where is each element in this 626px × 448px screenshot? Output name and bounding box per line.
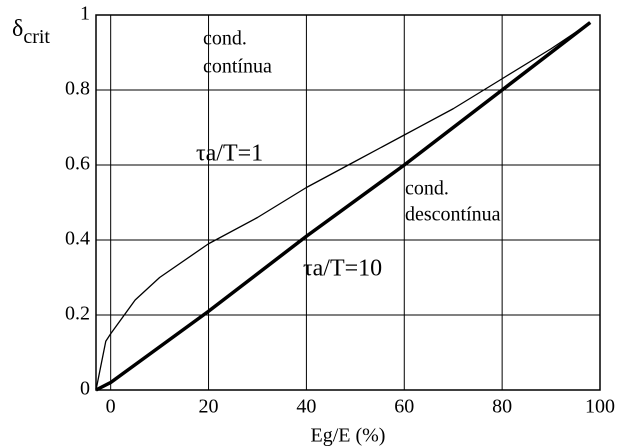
x-tick-label: 80 [492,396,512,418]
y-tick-label: 0.6 [65,153,90,175]
x-axis-label: Eg/E (%) [311,425,386,447]
series-label: τa/T=10 [303,256,382,282]
y-tick-label: 0 [80,378,90,400]
line-series [95,21,592,392]
annotation: cond. [405,178,449,200]
y-axis-label: δcrit [12,16,50,48]
x-tick-label: 60 [394,396,414,418]
line-series [95,21,591,391]
x-tick-label: 100 [585,396,615,418]
x-tick-label: 40 [296,396,316,418]
plot-frame [95,14,601,391]
y-tick-label: 0.4 [65,228,90,250]
annotation: cond. [203,28,247,50]
y-tick-label: 0.2 [65,303,90,325]
annotation: contínua [203,56,272,78]
annotation: descontínua [405,204,501,226]
y-tick-label: 1 [80,3,90,25]
y-tick-label: 0.8 [65,78,90,100]
x-tick-label: 0 [106,396,116,418]
series-label: τa/T=1 [196,141,263,167]
x-tick-label: 20 [199,396,219,418]
